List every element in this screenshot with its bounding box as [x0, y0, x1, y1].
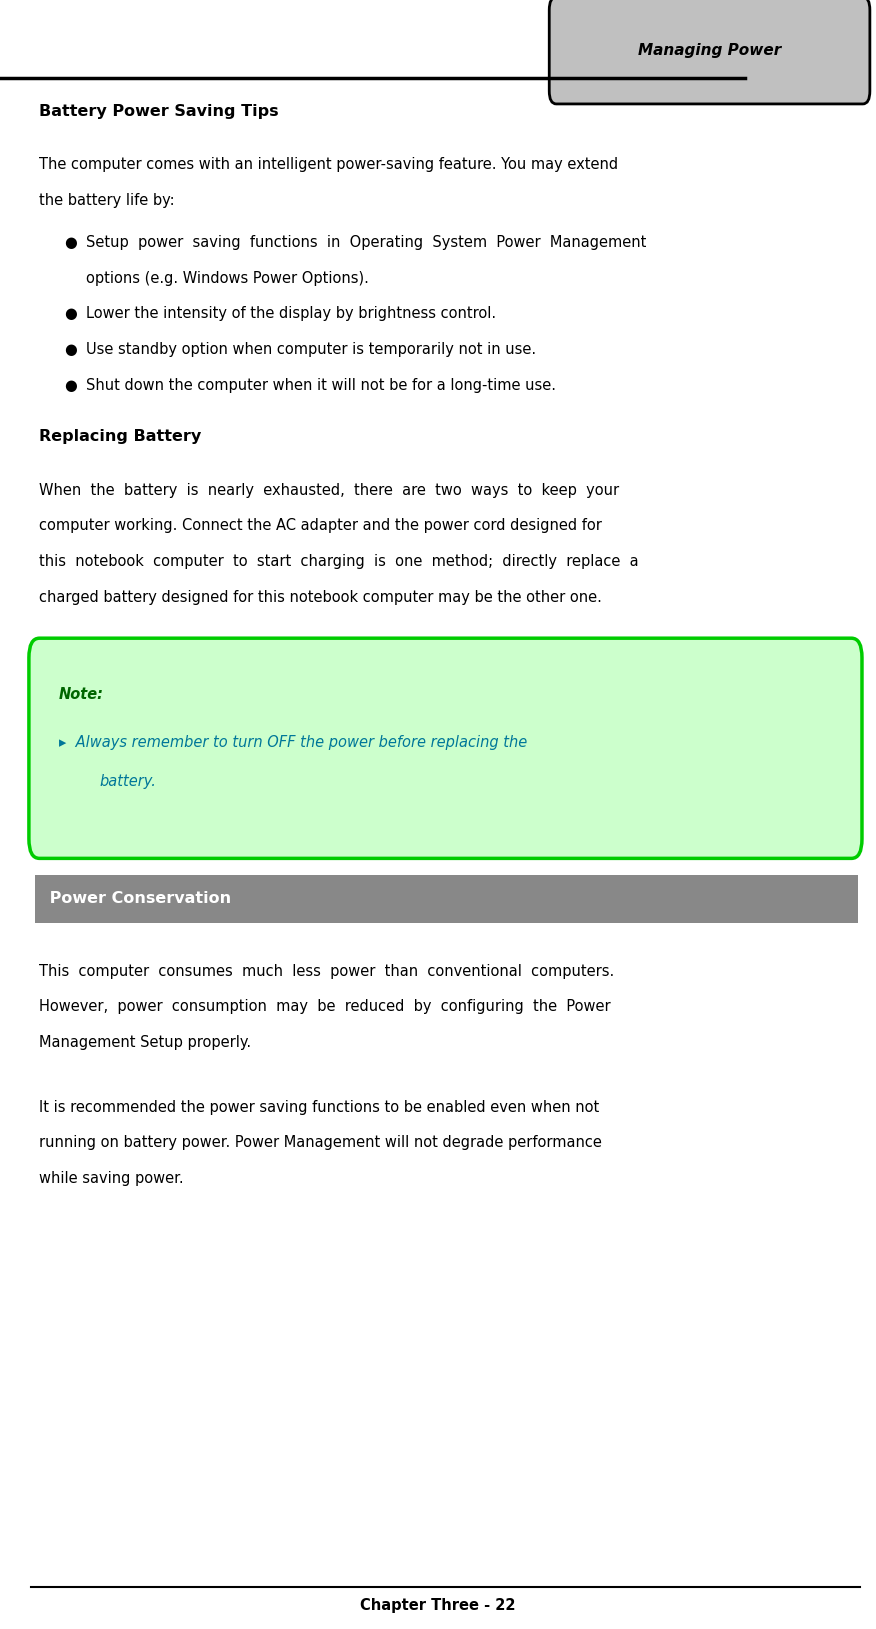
- Text: battery.: battery.: [99, 774, 156, 788]
- Text: Lower the intensity of the display by brightness control.: Lower the intensity of the display by br…: [86, 306, 496, 321]
- Text: It is recommended the power saving functions to be enabled even when not: It is recommended the power saving funct…: [39, 1100, 600, 1114]
- Text: Use standby option when computer is temporarily not in use.: Use standby option when computer is temp…: [86, 342, 536, 357]
- Text: Management Setup properly.: Management Setup properly.: [39, 1034, 251, 1049]
- Text: Setup  power  saving  functions  in  Operating  System  Power  Management: Setup power saving functions in Operatin…: [86, 235, 646, 251]
- Text: ●: ●: [64, 378, 77, 393]
- Text: Note:: Note:: [59, 687, 103, 702]
- Text: while saving power.: while saving power.: [39, 1171, 184, 1186]
- Text: Shut down the computer when it will not be for a long-time use.: Shut down the computer when it will not …: [86, 378, 556, 393]
- Text: The computer comes with an intelligent power-saving feature. You may extend: The computer comes with an intelligent p…: [39, 158, 618, 173]
- Text: Replacing Battery: Replacing Battery: [39, 430, 201, 445]
- Text: ▸  Always remember to turn OFF the power before replacing the: ▸ Always remember to turn OFF the power …: [59, 735, 527, 751]
- Text: Managing Power: Managing Power: [638, 42, 781, 59]
- Text: the battery life by:: the battery life by:: [39, 192, 175, 209]
- Text: this  notebook  computer  to  start  charging  is  one  method;  directly  repla: this notebook computer to start charging…: [39, 554, 639, 569]
- Text: charged battery designed for this notebook computer may be the other one.: charged battery designed for this notebo…: [39, 590, 603, 604]
- Text: However,  power  consumption  may  be  reduced  by  configuring  the  Power: However, power consumption may be reduce…: [39, 999, 611, 1015]
- Text: ●: ●: [64, 235, 77, 251]
- Text: Battery Power Saving Tips: Battery Power Saving Tips: [39, 104, 279, 119]
- Text: Power Conservation: Power Conservation: [44, 891, 231, 906]
- Text: running on battery power. Power Management will not degrade performance: running on battery power. Power Manageme…: [39, 1135, 603, 1150]
- Text: options (e.g. Windows Power Options).: options (e.g. Windows Power Options).: [86, 270, 369, 285]
- FancyBboxPatch shape: [549, 0, 870, 104]
- Text: ●: ●: [64, 306, 77, 321]
- Bar: [35, 875, 858, 924]
- Text: ●: ●: [64, 342, 77, 357]
- Text: This  computer  consumes  much  less  power  than  conventional  computers.: This computer consumes much less power t…: [39, 964, 615, 979]
- FancyBboxPatch shape: [29, 639, 862, 858]
- Text: When  the  battery  is  nearly  exhausted,  there  are  two  ways  to  keep  you: When the battery is nearly exhausted, th…: [39, 482, 619, 498]
- Text: computer working. Connect the AC adapter and the power cord designed for: computer working. Connect the AC adapter…: [39, 518, 603, 533]
- Text: Chapter Three - 22: Chapter Three - 22: [360, 1598, 516, 1613]
